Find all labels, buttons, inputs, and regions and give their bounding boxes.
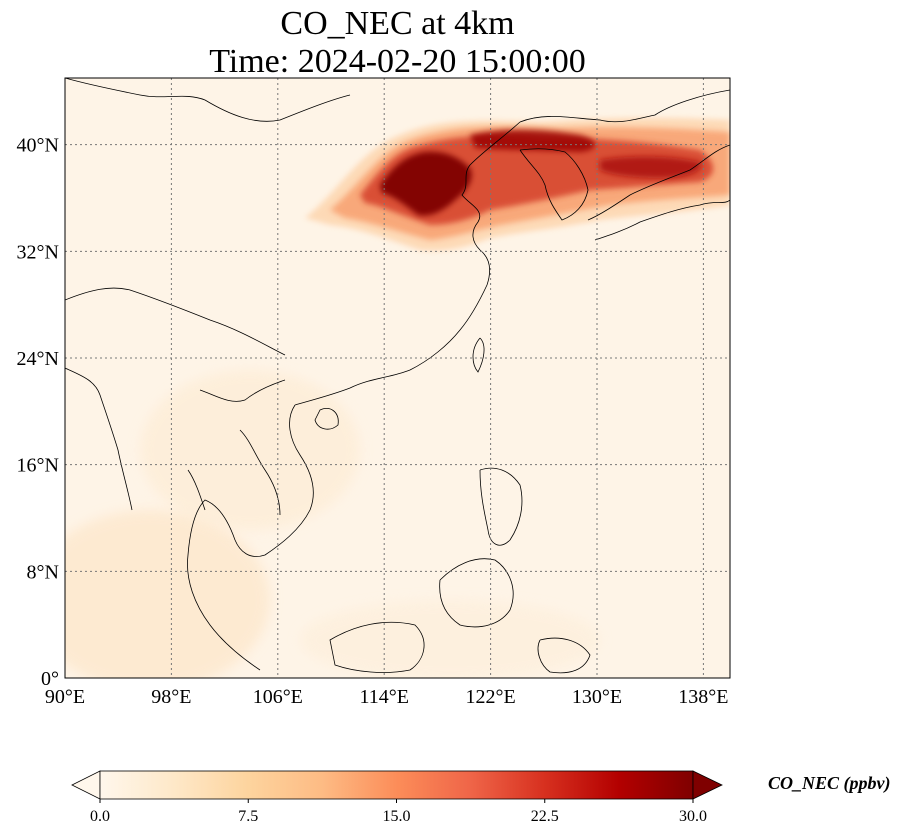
coastlines	[65, 78, 730, 674]
lat-tick-label: 24°N	[17, 348, 59, 370]
lat-tick-label: 8°N	[27, 561, 59, 583]
lon-tick-label: 130°E	[572, 686, 622, 708]
colorbar-max-extend	[692, 770, 723, 800]
colorbar-min-extend	[71, 770, 101, 800]
colorbar-tick-label: 30.0	[679, 808, 707, 825]
map-time-subtitle: Time: 2024-02-20 15:00:00	[209, 43, 586, 80]
colorbar-tick-label: 15.0	[383, 808, 411, 825]
lon-tick-label: 122°E	[465, 686, 515, 708]
colorbar-tick-label: 0.0	[90, 808, 110, 825]
colorbar-tick-label: 7.5	[238, 808, 258, 825]
lon-tick-label: 90°E	[45, 686, 85, 708]
lon-tick-label: 106°E	[253, 686, 303, 708]
colorbar-ticks: 0.0 7.5 15.0 22.5 30.0	[90, 799, 707, 825]
longitude-labels: 90°E 98°E 106°E 114°E 122°E 130°E 138°E	[45, 686, 729, 708]
lon-tick-label: 138°E	[678, 686, 728, 708]
latitude-labels: 40°N 32°N 24°N 16°N 8°N 0°	[17, 135, 59, 690]
lat-tick-label: 40°N	[17, 135, 59, 157]
lat-tick-label: 0°	[41, 668, 59, 690]
colorbar: 0.0 7.5 15.0 22.5 30.0 CO_NEC (ppbv)	[71, 770, 891, 825]
lon-tick-label: 98°E	[151, 686, 191, 708]
lat-tick-label: 16°N	[17, 455, 59, 477]
colorbar-tick-label: 22.5	[531, 808, 559, 825]
map-title: CO_NEC at 4km	[280, 5, 515, 42]
colorbar-label: CO_NEC (ppbv)	[768, 773, 891, 794]
lon-tick-label: 114°E	[359, 686, 408, 708]
gridlines	[65, 78, 730, 678]
map-frame	[64, 77, 731, 679]
colorbar-gradient	[99, 770, 694, 800]
lat-tick-label: 32°N	[17, 241, 59, 263]
concentration-field	[65, 117, 730, 678]
